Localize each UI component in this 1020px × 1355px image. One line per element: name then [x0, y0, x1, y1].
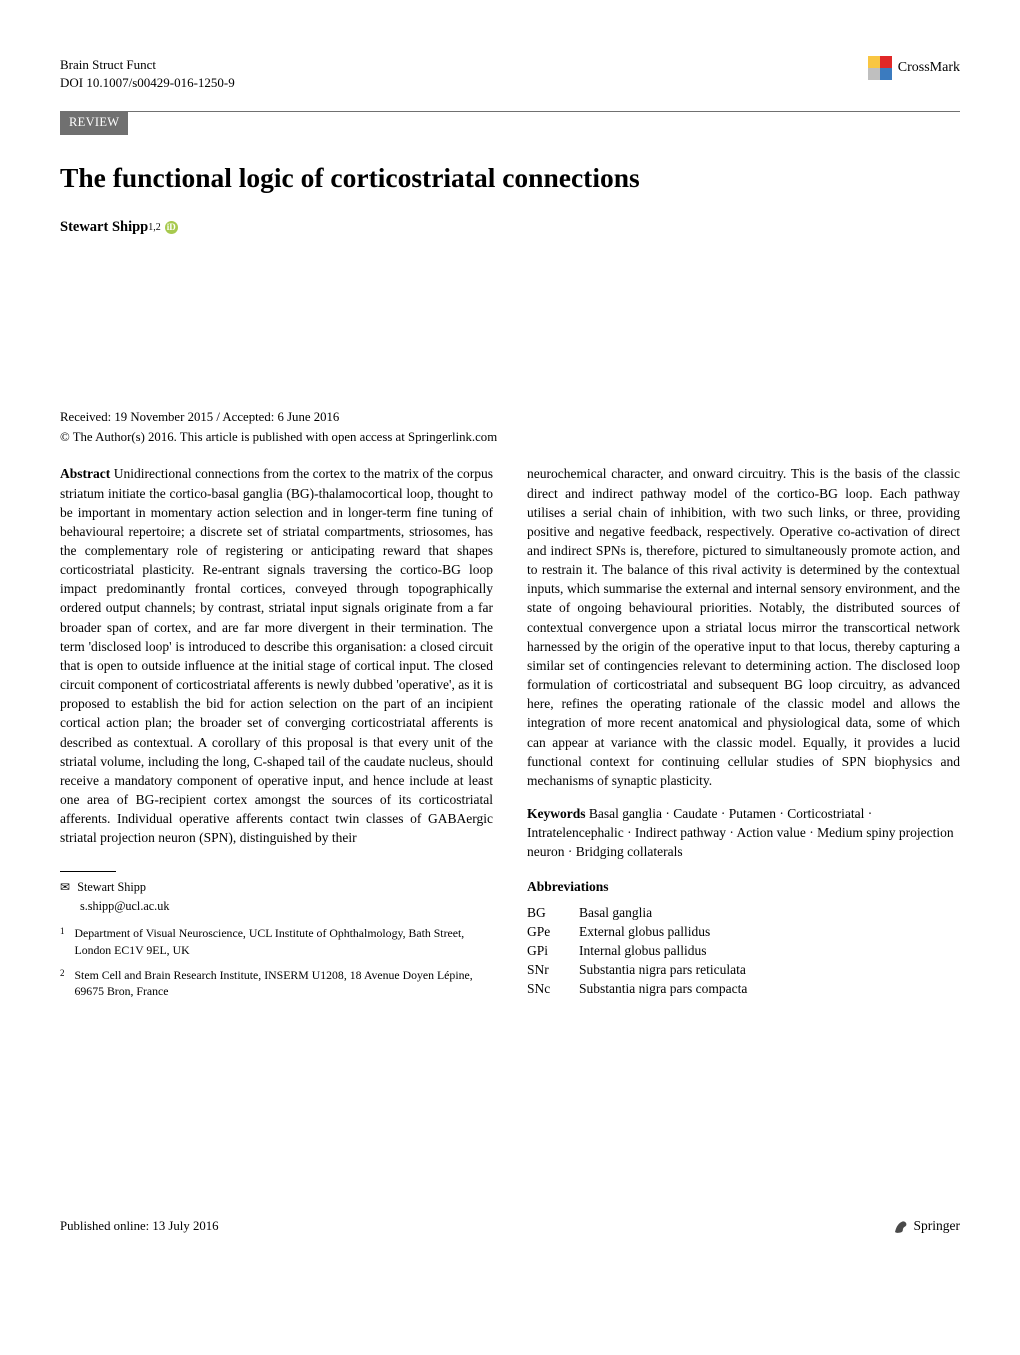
affil-text: Stem Cell and Brain Research Institute, …: [75, 967, 494, 1001]
abbrev-key: BG: [527, 903, 561, 922]
abbrev-key: SNc: [527, 979, 561, 998]
journal-name: Brain Struct Funct: [60, 56, 235, 74]
abstract-paragraph-1: Abstract Unidirectional connections from…: [60, 464, 493, 847]
review-bar: REVIEW: [60, 111, 960, 133]
page-footer: Published online: 13 July 2016 Springer: [60, 1216, 960, 1235]
body-columns: Abstract Unidirectional connections from…: [60, 464, 960, 1196]
orcid-icon[interactable]: iD: [165, 221, 178, 234]
abbrev-row: GPi Internal globus pallidus: [527, 941, 960, 960]
affil-num: 1: [60, 925, 65, 938]
affil-text: Department of Visual Neuroscience, UCL I…: [75, 925, 494, 959]
review-rule: [60, 111, 960, 112]
crossmark-icon: [868, 56, 892, 80]
article-type-badge: REVIEW: [60, 111, 128, 135]
springer-horse-icon: [892, 1217, 910, 1235]
keywords-label: Keywords: [527, 806, 586, 821]
abstract-label: Abstract: [60, 466, 110, 481]
abbrev-row: BG Basal ganglia: [527, 903, 960, 922]
keywords-text: Basal ganglia · Caudate · Putamen · Cort…: [527, 806, 954, 859]
abbreviations-table: BG Basal ganglia GPe External globus palli…: [527, 903, 960, 999]
abbrev-row: GPe External globus pallidus: [527, 922, 960, 941]
published-online: Published online: 13 July 2016: [60, 1217, 219, 1235]
abbrev-key: GPe: [527, 922, 561, 941]
abstract-paragraph-2: neurochemical character, and onward circ…: [527, 464, 960, 790]
affil-num: 2: [60, 967, 65, 980]
correspondence-row: ✉ Stewart Shipp: [60, 879, 493, 896]
journal-info: Brain Struct Funct DOI 10.1007/s00429-01…: [60, 56, 235, 91]
author-row: Stewart Shipp 1,2 iD: [60, 217, 960, 238]
abbrev-val: Basal ganglia: [579, 903, 652, 922]
author-affil-marks: 1,2: [148, 221, 161, 235]
abbrev-row: SNr Substantia nigra pars reticulata: [527, 960, 960, 979]
abbrev-key: SNr: [527, 960, 561, 979]
doi-line: DOI 10.1007/s00429-016-1250-9: [60, 74, 235, 92]
article-title: The functional logic of corticostriatal …: [60, 161, 960, 195]
abstract-text-1: Unidirectional connections from the cort…: [60, 466, 493, 845]
author-name: Stewart Shipp: [60, 217, 148, 238]
crossmark-label: CrossMark: [898, 58, 960, 78]
abbrev-key: GPi: [527, 941, 561, 960]
article-dates: Received: 19 November 2015 / Accepted: 6…: [60, 408, 960, 426]
abbrev-row: SNc Substantia nigra pars compacta: [527, 979, 960, 998]
springer-text: Springer: [914, 1216, 961, 1235]
corr-author-name: Stewart Shipp: [77, 879, 146, 896]
envelope-icon: ✉: [60, 879, 70, 896]
abbrev-val: Substantia nigra pars reticulata: [579, 960, 746, 979]
keywords-block: Keywords Basal ganglia · Caudate · Putam…: [527, 804, 960, 861]
copyright-line: © The Author(s) 2016. This article is pu…: [60, 428, 960, 446]
crossmark-badge[interactable]: CrossMark: [868, 56, 960, 80]
abbrev-val: Internal globus pallidus: [579, 941, 706, 960]
page-header: Brain Struct Funct DOI 10.1007/s00429-01…: [60, 56, 960, 91]
abbrev-val: Substantia nigra pars compacta: [579, 979, 747, 998]
affiliation-divider: [60, 871, 116, 872]
affiliation-2: 2 Stem Cell and Brain Research Institute…: [60, 967, 493, 1001]
abbreviations-label: Abbreviations: [527, 877, 960, 896]
orcid-glyph: iD: [167, 221, 176, 234]
springer-logo: Springer: [892, 1216, 961, 1235]
corr-email: s.shipp@ucl.ac.uk: [80, 898, 493, 915]
affiliation-1: 1 Department of Visual Neuroscience, UCL…: [60, 925, 493, 959]
abbrev-val: External globus pallidus: [579, 922, 710, 941]
